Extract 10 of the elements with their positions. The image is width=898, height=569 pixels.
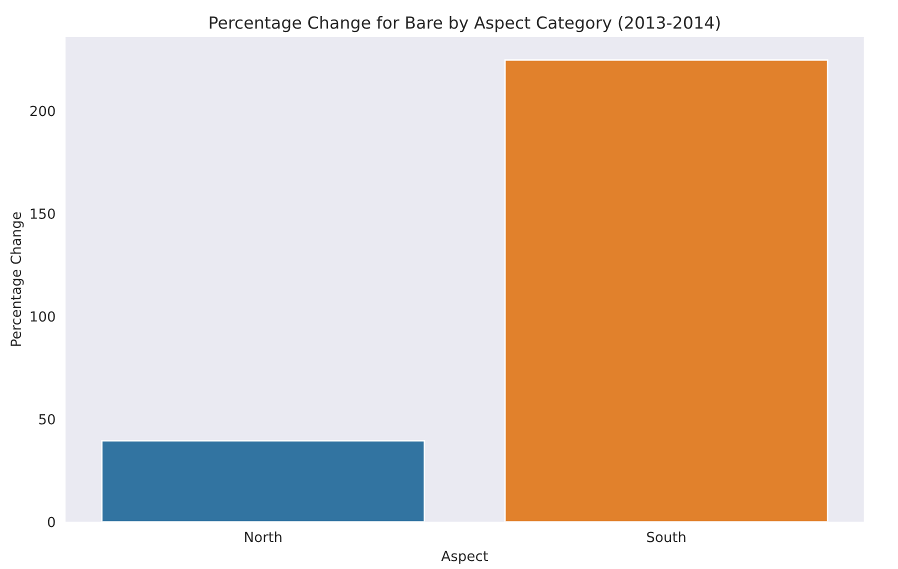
y-tick-label: 100: [30, 311, 55, 322]
y-tick-label: 0: [48, 516, 55, 528]
y-axis-title: Percentage Change: [10, 212, 24, 346]
x-axis-title: Aspect: [441, 550, 488, 564]
chart-title: Percentage Change for Bare by Aspect Category (2013-2014): [210, 16, 720, 32]
y-tick-label: 200: [30, 106, 55, 116]
x-tick-label: South: [647, 531, 686, 542]
x-tick-label: North: [245, 531, 282, 542]
y-tick-label: 150: [30, 208, 55, 219]
y-tick-label: 50: [39, 414, 55, 424]
